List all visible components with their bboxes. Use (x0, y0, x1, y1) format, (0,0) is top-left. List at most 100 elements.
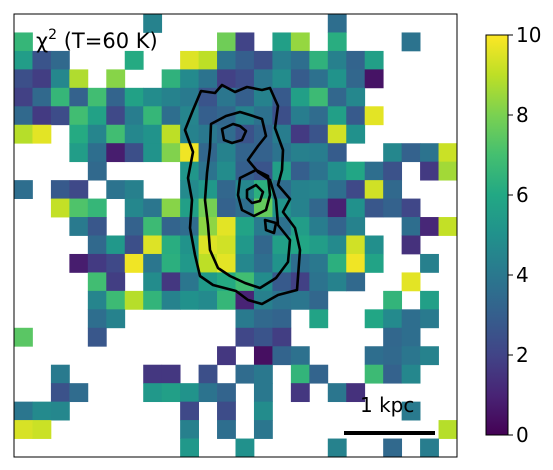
heatmap-cell (87, 161, 107, 181)
heatmap-cell (290, 69, 310, 89)
heatmap-cell (50, 198, 70, 218)
heatmap-cell (14, 327, 33, 347)
heatmap-cell (309, 143, 329, 163)
heatmap-cell (217, 253, 236, 273)
heatmap-cell (272, 309, 292, 329)
heatmap-cell (161, 235, 181, 255)
heatmap-cell (327, 161, 347, 181)
heatmap-cell (272, 272, 292, 292)
colorbar-tick-label: 0 (516, 423, 529, 447)
heatmap-cell (253, 309, 273, 329)
heatmap-cell (253, 290, 273, 310)
heatmap-cell (346, 50, 366, 70)
heatmap-cell (180, 87, 199, 107)
heatmap-cell (290, 346, 310, 366)
heatmap-cell (290, 124, 310, 144)
heatmap-cell (106, 106, 126, 126)
heatmap-cell (235, 69, 255, 89)
heatmap-cell (290, 180, 310, 199)
heatmap-cell (364, 106, 384, 126)
heatmap-cell (309, 161, 329, 181)
heatmap-cell (309, 106, 329, 126)
heatmap-cell (253, 253, 273, 273)
heatmap-cell (217, 217, 236, 236)
heatmap-cell (106, 180, 126, 199)
heatmap-cell (327, 32, 347, 52)
heatmap-cell (161, 87, 181, 107)
heatmap-cell (124, 217, 144, 236)
heatmap-cell (327, 198, 347, 218)
heatmap-cell (106, 253, 126, 273)
heatmap-cell (106, 69, 126, 89)
contour-line (183, 83, 302, 306)
heatmap-cell (235, 327, 255, 347)
heatmap-cell (235, 309, 255, 329)
heatmap-cell (50, 87, 70, 107)
heatmap-cell (420, 438, 439, 457)
heatmap-cell (309, 217, 329, 236)
heatmap-cell (346, 87, 366, 107)
heatmap-cell (309, 253, 329, 273)
heatmap-cell (87, 253, 107, 273)
heatmap-cell (143, 198, 163, 218)
heatmap-cell (143, 364, 163, 384)
heatmap-cell (364, 180, 384, 199)
heatmap-cell (87, 87, 107, 107)
heatmap-cell (198, 143, 218, 163)
heatmap-cell (401, 401, 421, 421)
heatmap-cell (180, 438, 199, 457)
map-frame (13, 13, 458, 458)
heatmap-cell (235, 235, 255, 255)
heatmap-cell (235, 217, 255, 236)
heatmap-cell (401, 198, 421, 218)
heatmap-cell (327, 124, 347, 144)
heatmap-cell (309, 180, 329, 199)
heatmap-cell (272, 327, 292, 347)
heatmap-cell (198, 124, 218, 144)
heatmap-cell (106, 143, 126, 163)
heatmap-cell (346, 217, 366, 236)
contour-line (245, 183, 265, 205)
heatmap-cell (401, 32, 421, 52)
heatmap-cell (420, 161, 439, 181)
heatmap-cell (217, 346, 236, 366)
heatmap-cell (69, 253, 89, 273)
heatmap-cell (198, 180, 218, 199)
heatmap-cell (217, 198, 236, 218)
heatmap-cell (50, 50, 70, 70)
heatmap-cell (124, 235, 144, 255)
heatmap-cell (217, 235, 236, 255)
heatmap-cell (143, 272, 163, 292)
heatmap-cell (383, 346, 403, 366)
heatmap-cell (235, 87, 255, 107)
heatmap-cell (50, 364, 70, 384)
heatmap-cell (401, 364, 421, 384)
heatmap-cell (235, 161, 255, 181)
heatmap-cell (87, 198, 107, 218)
heatmap-cell (290, 290, 310, 310)
colorbar-tick-label: 8 (516, 103, 529, 127)
heatmap-cell (383, 309, 403, 329)
heatmap-cell (383, 438, 403, 457)
heatmap-cell (309, 124, 329, 144)
heatmap-cell (272, 253, 292, 273)
heatmap-cell (124, 180, 144, 199)
heatmap-cell (364, 364, 384, 384)
heatmap-cell (364, 69, 384, 89)
heatmap-cell (106, 124, 126, 144)
heatmap-cell (253, 50, 273, 70)
heatmap-cell (383, 364, 403, 384)
heatmap-cell (364, 235, 384, 255)
heatmap-cell (143, 383, 163, 403)
colorbar (485, 34, 509, 436)
heatmap-cell (14, 32, 33, 52)
heatmap-cell (327, 438, 347, 457)
heatmap-cell (290, 235, 310, 255)
heatmap-cell (438, 161, 457, 181)
heatmap-cell (124, 106, 144, 126)
heatmap-cell (327, 50, 347, 70)
heatmap-cell (124, 50, 144, 70)
heatmap-cell (198, 198, 218, 218)
heatmap-cell (50, 106, 70, 126)
heatmap-cell (290, 32, 310, 52)
